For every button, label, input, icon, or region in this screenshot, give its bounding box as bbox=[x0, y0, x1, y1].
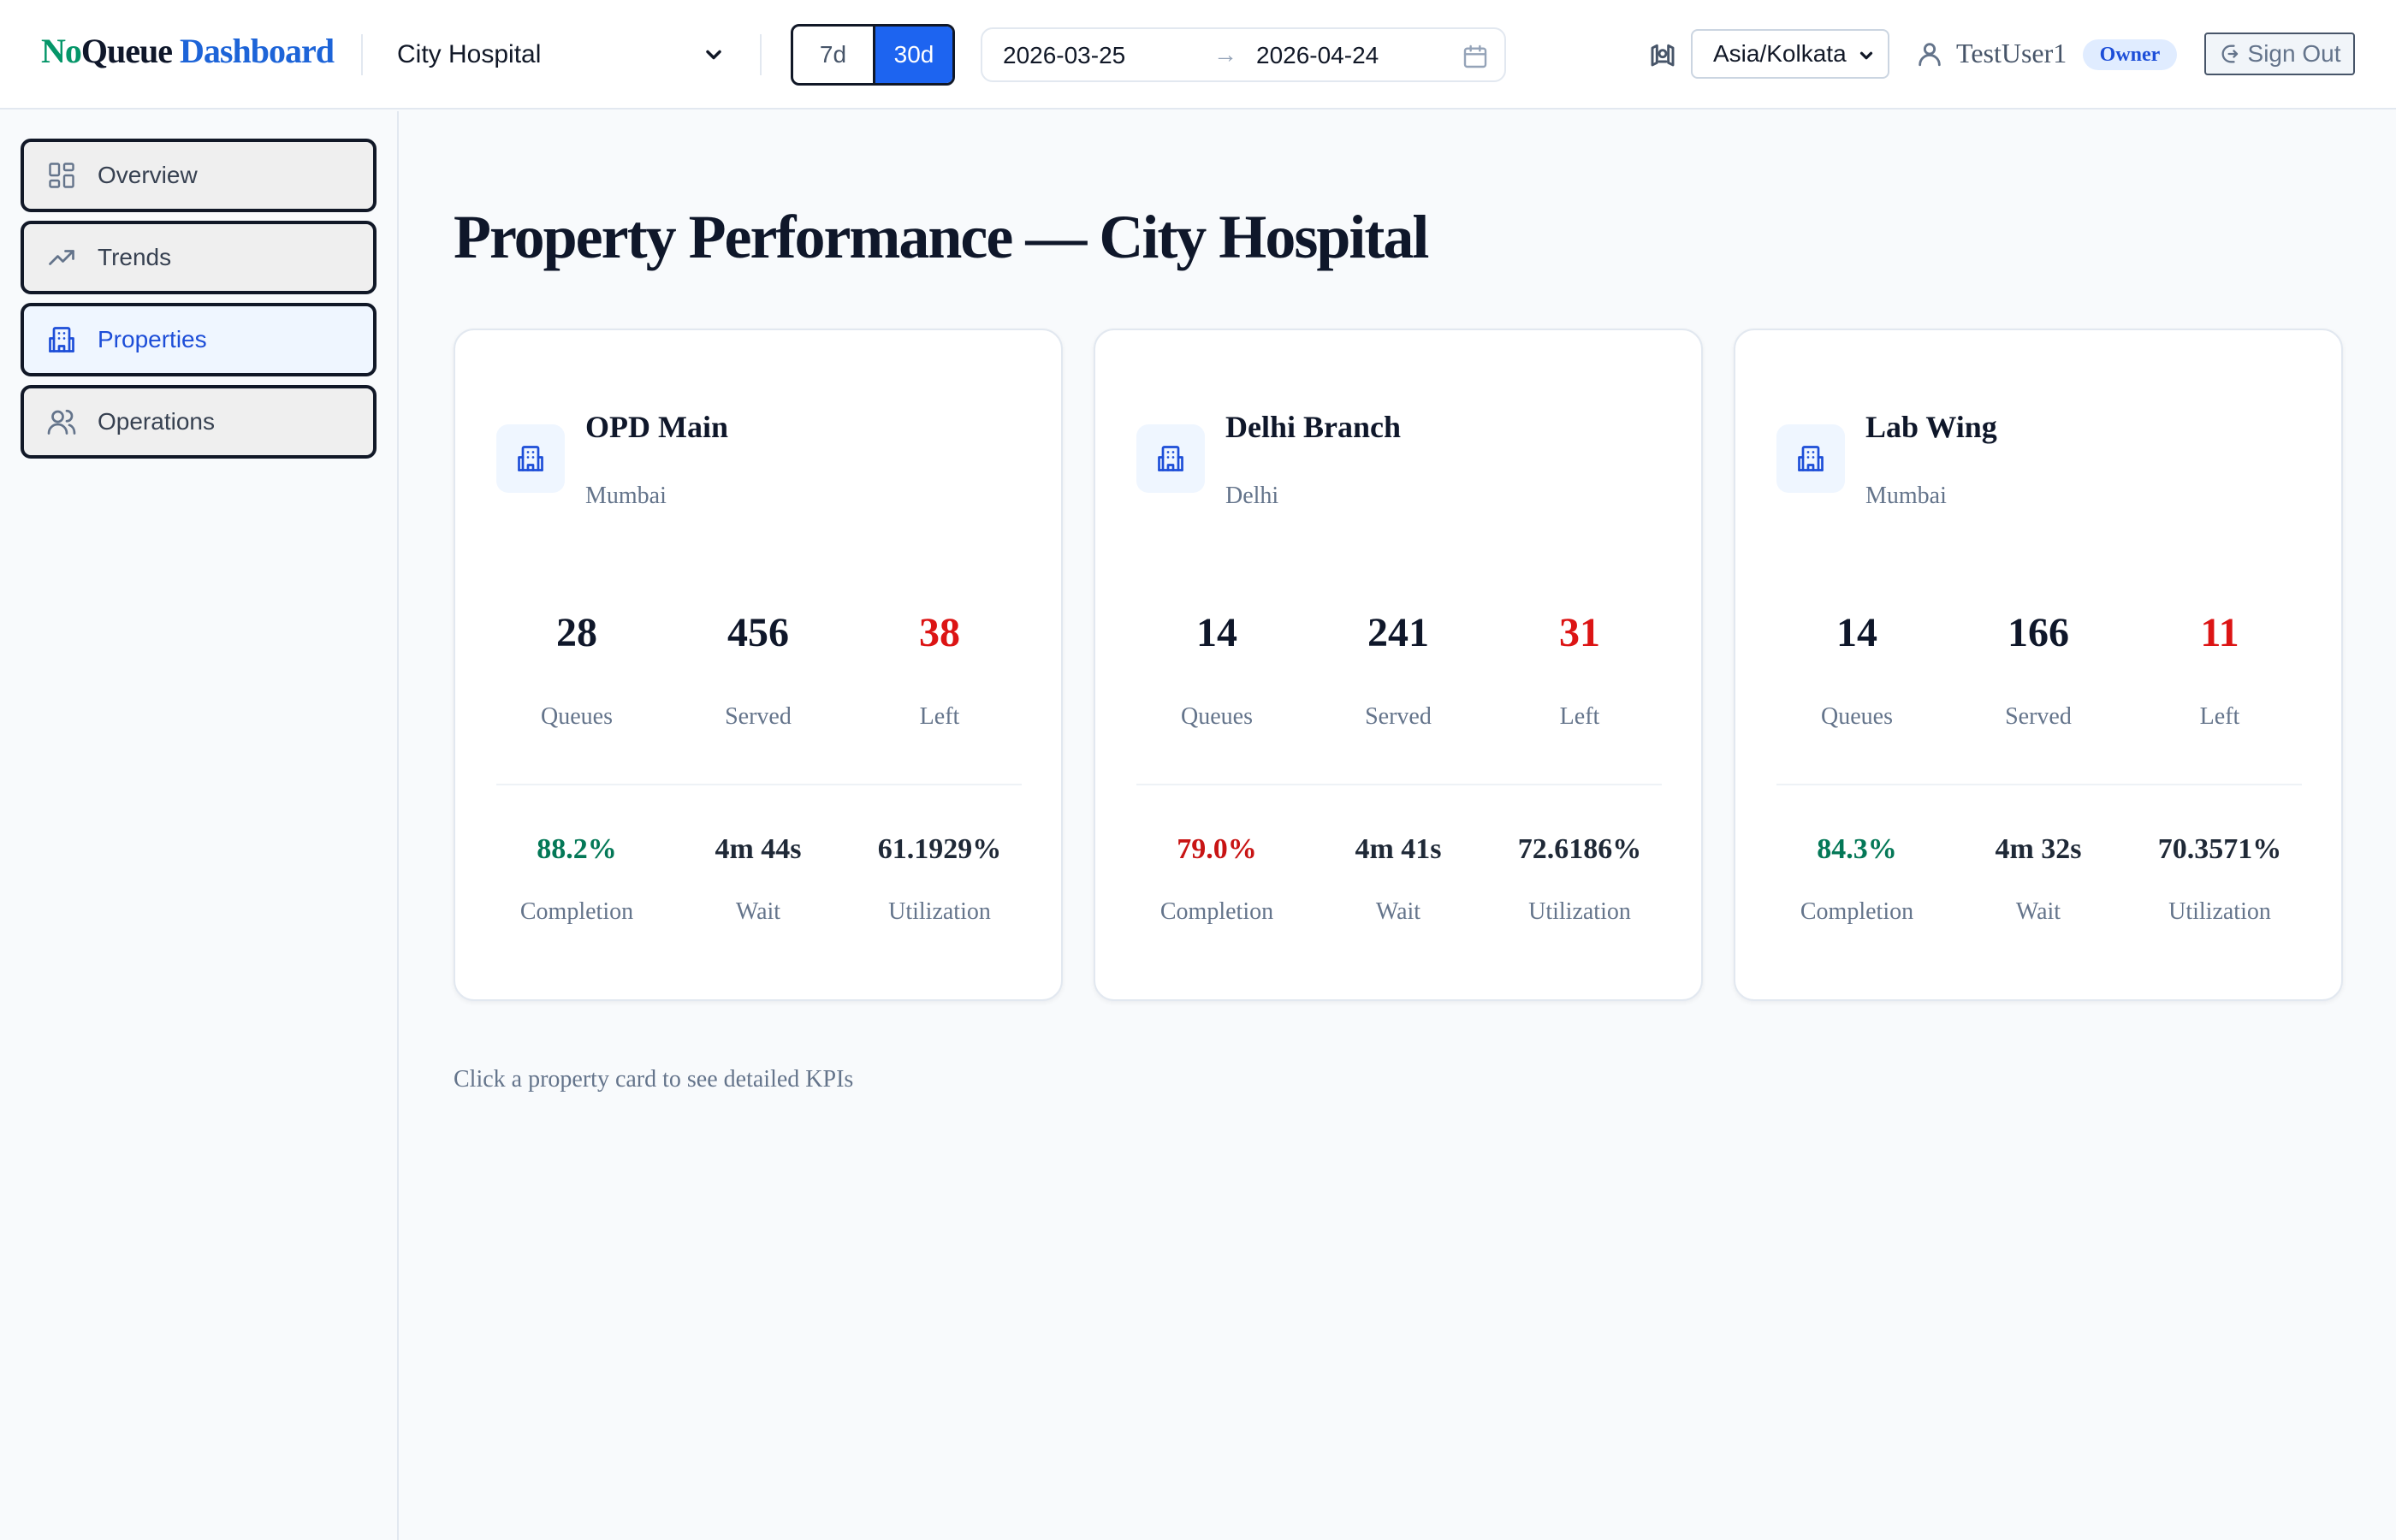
brand-logo[interactable]: NoQueue Dashboard bbox=[41, 32, 335, 70]
sidebar-item-overview[interactable]: Overview bbox=[21, 139, 377, 212]
range-toggle: 7d 30d bbox=[791, 24, 955, 86]
timezone-select[interactable]: Asia/Kolkata bbox=[1691, 29, 1889, 79]
chevron-down-icon bbox=[706, 50, 721, 60]
utilization-label: Utilization bbox=[2168, 898, 2271, 925]
utilization-value: 70.3571% bbox=[2157, 833, 2282, 865]
left-label: Left bbox=[1559, 703, 1600, 730]
served-label: Served bbox=[1365, 703, 1432, 730]
property-location: Delhi bbox=[1225, 483, 1279, 509]
timezone-value: Asia/Kolkata bbox=[1713, 40, 1847, 67]
sign-out-button[interactable]: Sign Out bbox=[2204, 33, 2355, 75]
calendar-icon[interactable] bbox=[1462, 43, 1489, 70]
property-select-value: City Hospital bbox=[397, 40, 542, 68]
building-icon bbox=[518, 446, 543, 471]
queues-value: 28 bbox=[556, 610, 597, 655]
left-value: 11 bbox=[2200, 610, 2239, 655]
grid-icon bbox=[49, 163, 74, 188]
property-name: Delhi Branch bbox=[1225, 410, 1402, 444]
served-label: Served bbox=[2005, 703, 2072, 730]
property-location: Mumbai bbox=[585, 483, 667, 509]
queues-value: 14 bbox=[1836, 610, 1877, 655]
building-icon bbox=[49, 327, 74, 352]
users-icon bbox=[47, 409, 76, 435]
page-title: Property Performance — City Hospital bbox=[454, 203, 1429, 271]
property-name: OPD Main bbox=[585, 410, 728, 444]
trending-up-icon bbox=[49, 250, 74, 265]
date-start[interactable]: 2026-03-25 bbox=[1003, 42, 1126, 68]
user-name: TestUser1 bbox=[1956, 38, 2067, 68]
served-value: 456 bbox=[727, 610, 789, 655]
wait-value: 4m 44s bbox=[715, 833, 802, 865]
property-icon-box bbox=[1136, 424, 1205, 493]
property-location: Mumbai bbox=[1865, 483, 1947, 509]
utilization-label: Utilization bbox=[1528, 898, 1631, 925]
queues-value: 14 bbox=[1196, 610, 1237, 655]
utilization-value: 72.6186% bbox=[1517, 833, 1642, 865]
property-icon-box bbox=[496, 424, 565, 493]
range-30d-button[interactable]: 30d bbox=[873, 27, 952, 83]
sidebar-item-label: Operations bbox=[98, 408, 215, 435]
hint-text: Click a property card to see detailed KP… bbox=[454, 1066, 854, 1093]
queues-label: Queues bbox=[541, 703, 613, 730]
property-name: Lab Wing bbox=[1865, 410, 1997, 444]
card-divider bbox=[496, 784, 1022, 785]
wait-label: Wait bbox=[735, 898, 781, 925]
left-label: Left bbox=[919, 703, 960, 730]
served-value: 241 bbox=[1367, 610, 1429, 655]
queues-label: Queues bbox=[1181, 703, 1253, 730]
header-divider bbox=[760, 34, 762, 75]
role-badge: Owner bbox=[2083, 39, 2177, 70]
sidebar: Overview Trends Properties Operations bbox=[0, 111, 399, 1540]
logout-icon bbox=[2221, 44, 2238, 63]
left-value: 38 bbox=[919, 610, 960, 655]
wait-value: 4m 41s bbox=[1355, 833, 1442, 865]
header-divider bbox=[361, 34, 363, 75]
date-range-picker[interactable]: 2026-03-25 → 2026-04-24 bbox=[981, 27, 1506, 82]
completion-value: 79.0% bbox=[1177, 833, 1257, 865]
served-value: 166 bbox=[2008, 610, 2069, 655]
property-card-lab-wing[interactable]: Lab Wing Mumbai 14 166 11 Queues Served … bbox=[1734, 329, 2343, 1001]
property-card-delhi-branch[interactable]: Delhi Branch Delhi 14 241 31 Queues Serv… bbox=[1094, 329, 1703, 1001]
sidebar-item-label: Overview bbox=[98, 162, 198, 188]
utilization-value: 61.1929% bbox=[877, 833, 1002, 865]
range-7d-button[interactable]: 7d bbox=[819, 41, 847, 68]
sidebar-item-properties[interactable]: Properties bbox=[21, 303, 377, 376]
card-divider bbox=[1776, 784, 2302, 785]
map-icon bbox=[1651, 44, 1675, 67]
sign-out-label: Sign Out bbox=[2247, 40, 2341, 67]
completion-label: Completion bbox=[519, 898, 634, 925]
sidebar-item-label: Properties bbox=[98, 326, 207, 352]
utilization-label: Utilization bbox=[888, 898, 991, 925]
sidebar-item-trends[interactable]: Trends bbox=[21, 221, 377, 294]
property-select[interactable]: City Hospital bbox=[397, 33, 732, 77]
property-card-opd-main[interactable]: OPD Main Mumbai 28 456 38 Queues Served … bbox=[454, 329, 1063, 1001]
wait-label: Wait bbox=[1375, 898, 1421, 925]
chevron-down-icon bbox=[1859, 51, 1873, 60]
property-icon-box bbox=[1776, 424, 1845, 493]
served-label: Served bbox=[725, 703, 792, 730]
building-icon bbox=[1158, 446, 1183, 471]
wait-value: 4m 32s bbox=[1995, 833, 2082, 865]
user-icon bbox=[1919, 43, 1941, 67]
completion-value: 88.2% bbox=[537, 833, 617, 865]
completion-label: Completion bbox=[1159, 898, 1274, 925]
date-end[interactable]: 2026-04-24 bbox=[1256, 42, 1379, 68]
top-header: NoQueue Dashboard City Hospital 7d 30d 2… bbox=[0, 0, 2396, 110]
building-icon bbox=[1798, 446, 1824, 471]
sidebar-item-label: Trends bbox=[98, 244, 172, 270]
completion-value: 84.3% bbox=[1817, 833, 1897, 865]
wait-label: Wait bbox=[2015, 898, 2061, 925]
left-label: Left bbox=[2199, 703, 2240, 730]
arrow-right-icon: → bbox=[1213, 41, 1237, 68]
card-divider bbox=[1136, 784, 1662, 785]
sidebar-item-operations[interactable]: Operations bbox=[21, 385, 377, 459]
completion-label: Completion bbox=[1800, 898, 1914, 925]
queues-label: Queues bbox=[1821, 703, 1893, 730]
left-value: 31 bbox=[1559, 610, 1600, 655]
